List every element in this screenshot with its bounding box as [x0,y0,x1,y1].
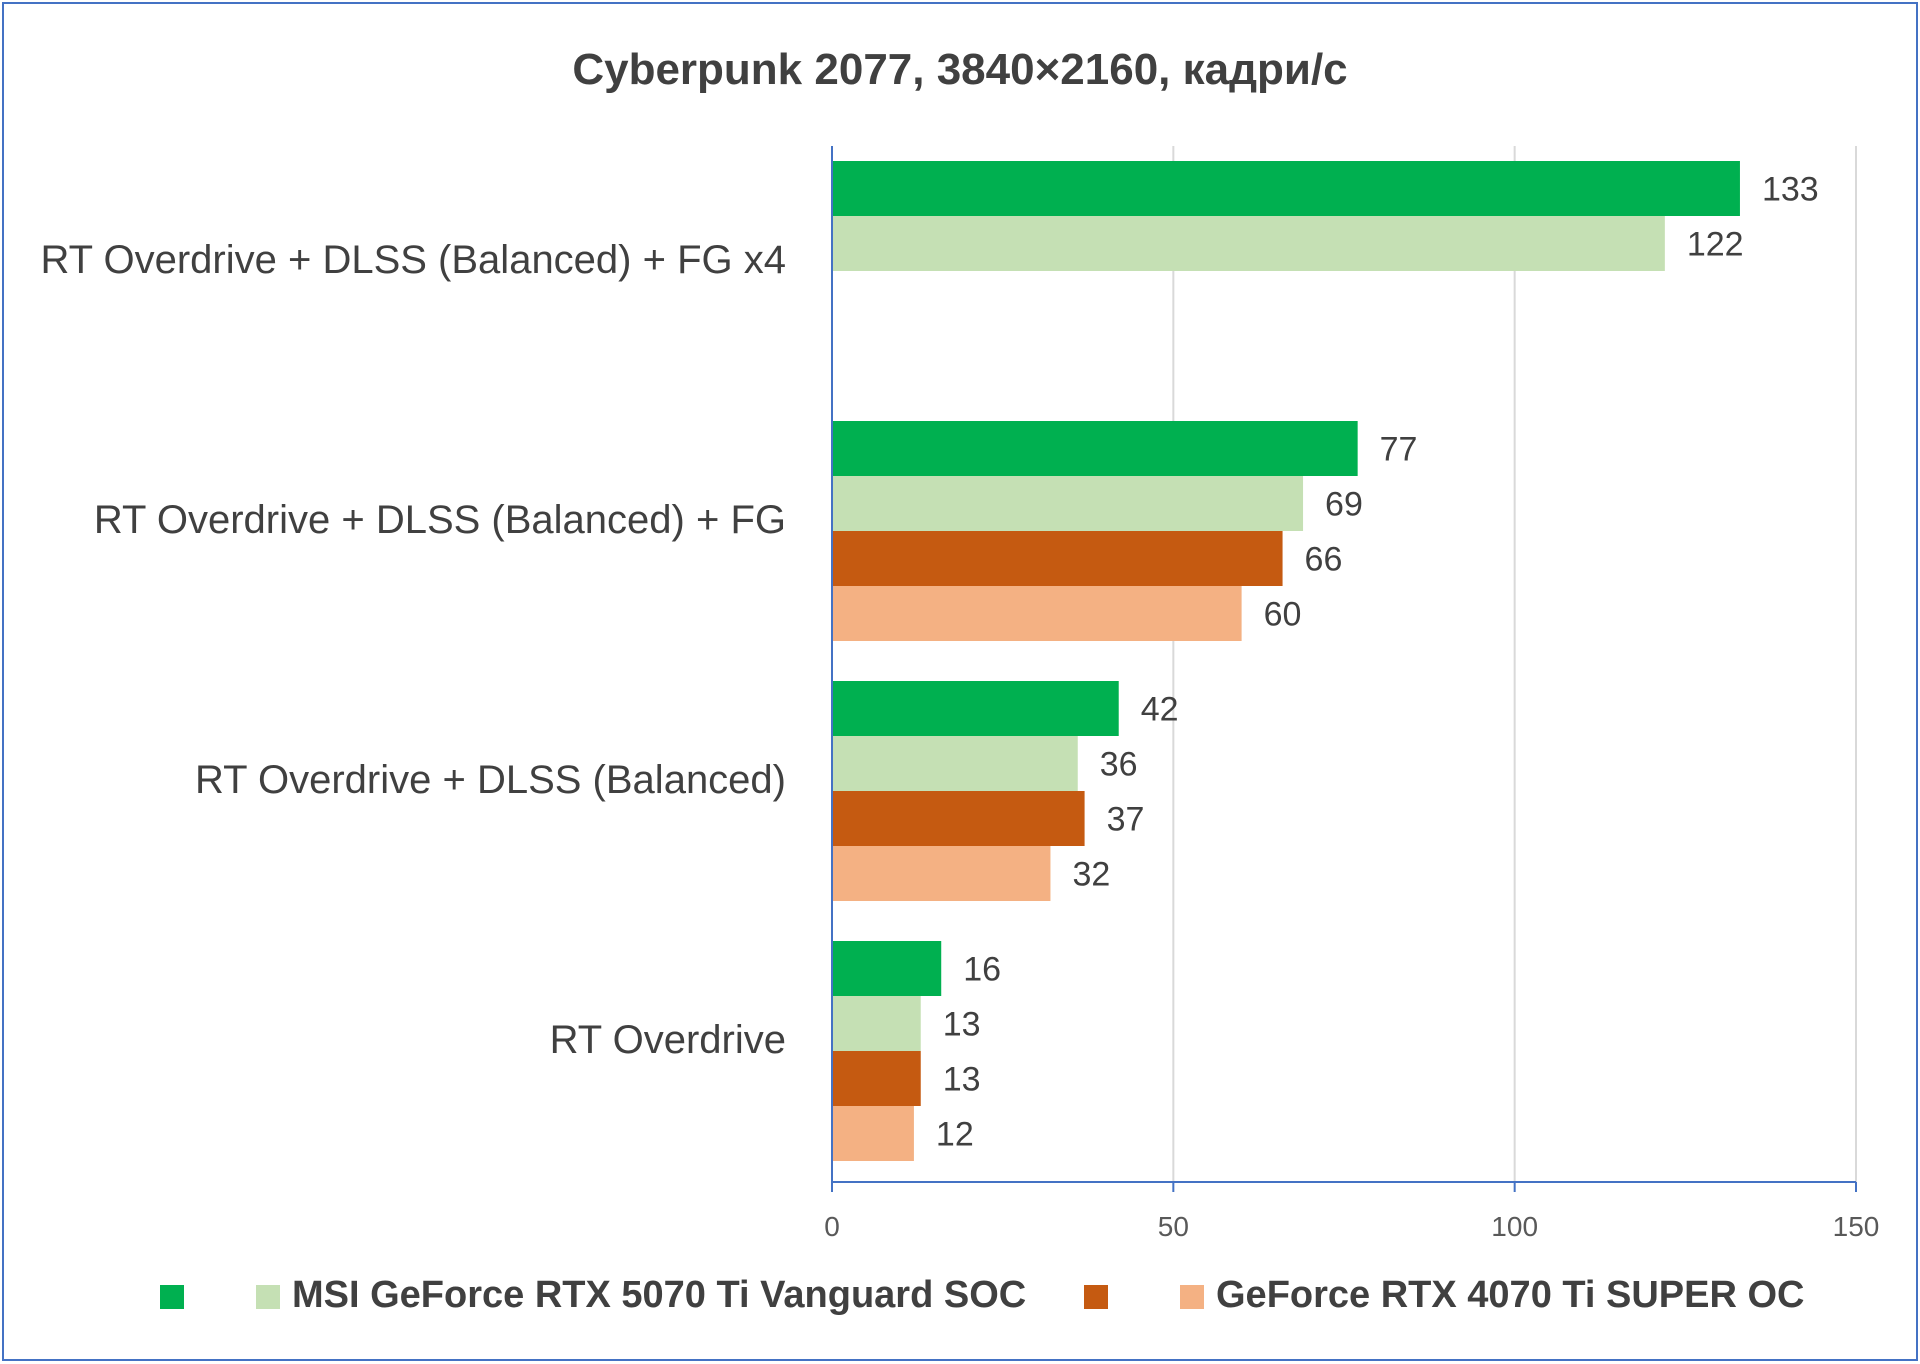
bar [832,681,1119,736]
data-label: 69 [1325,486,1363,524]
x-tick-label: 50 [1158,1211,1189,1242]
legend-label: GeForce RTX 4070 Ti SUPER OC [1216,1274,1805,1316]
bar [832,846,1051,901]
x-tick-label: 100 [1491,1211,1538,1242]
category-labels: RT Overdrive + DLSS (Balanced) + FG x4 RT… [41,238,787,1062]
bar [832,1051,921,1106]
data-label: 13 [943,1006,981,1044]
data-label: 16 [963,951,1001,989]
bar [832,996,921,1051]
legend-swatch [256,1285,280,1309]
bars [832,161,1740,1161]
data-label: 13 [943,1061,981,1099]
data-label: 37 [1107,801,1145,839]
category-label: RT Overdrive + DLSS (Balanced) [195,758,786,802]
data-label: 60 [1264,596,1302,634]
legend: MSI GeForce RTX 5070 Ti Vanguard SOC GeFo… [160,1274,1805,1316]
chart-title: Cyberpunk 2077, 3840×2160, кадри/с [572,45,1347,94]
legend-swatch [160,1285,184,1309]
bar [832,941,942,996]
bar [832,216,1665,271]
bar [832,736,1078,791]
category-label: RT Overdrive + DLSS (Balanced) + FG x4 [41,238,787,282]
x-tick-label: 0 [824,1211,840,1242]
bar [832,161,1740,216]
data-label: 77 [1380,431,1418,469]
data-label: 36 [1100,746,1138,784]
bar [832,531,1283,586]
x-axis: 0 50 100 150 [824,146,1879,1242]
legend-label: MSI GeForce RTX 5070 Ti Vanguard SOC [292,1274,1026,1316]
data-label: 12 [936,1116,974,1154]
data-label: 66 [1305,541,1343,579]
category-label: RT Overdrive [550,1018,786,1062]
legend-swatch [1180,1285,1204,1309]
data-label: 133 [1762,171,1819,209]
bar [832,476,1304,531]
x-tick-label: 150 [1833,1211,1880,1242]
data-label: 122 [1687,226,1744,264]
bar [832,791,1085,846]
gridlines [1172,146,1857,1182]
data-label: 32 [1072,856,1110,894]
bar [832,586,1242,641]
legend-swatch [1084,1285,1108,1309]
bar [832,421,1358,476]
data-label: 42 [1141,691,1179,729]
bar [832,1106,914,1161]
category-label: RT Overdrive + DLSS (Balanced) + FG [94,498,786,542]
bar-chart: Cyberpunk 2077, 3840×2160, кадри/с 133 12… [41,45,1880,1316]
